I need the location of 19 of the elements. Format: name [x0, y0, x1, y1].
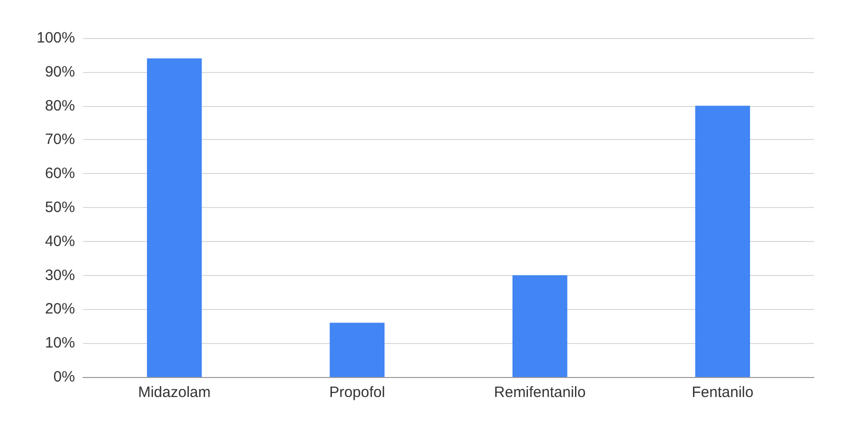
bar	[512, 275, 568, 377]
y-tick-label: 10%	[44, 334, 75, 352]
x-tick-label: Fentanilo	[692, 384, 754, 401]
y-tick-label: 80%	[44, 97, 75, 114]
y-tick-label: 0%	[53, 368, 75, 386]
y-tick-label: 70%	[44, 131, 75, 148]
bar	[146, 58, 202, 377]
y-tick-label: 40%	[44, 232, 75, 250]
y-tick-label: 60%	[44, 165, 75, 182]
bar	[695, 106, 750, 377]
y-tick-label: 100%	[36, 30, 75, 46]
x-tick-label: Propofol	[329, 384, 386, 401]
y-tick-label: 50%	[44, 199, 75, 216]
bar	[330, 322, 385, 377]
x-tick-label: Remifentanilo	[494, 384, 586, 401]
y-tick-label: 90%	[44, 63, 75, 80]
x-tick-label: Midazolam	[138, 384, 211, 401]
y-tick-label: 30%	[44, 266, 75, 284]
y-tick-label: 20%	[44, 300, 75, 318]
